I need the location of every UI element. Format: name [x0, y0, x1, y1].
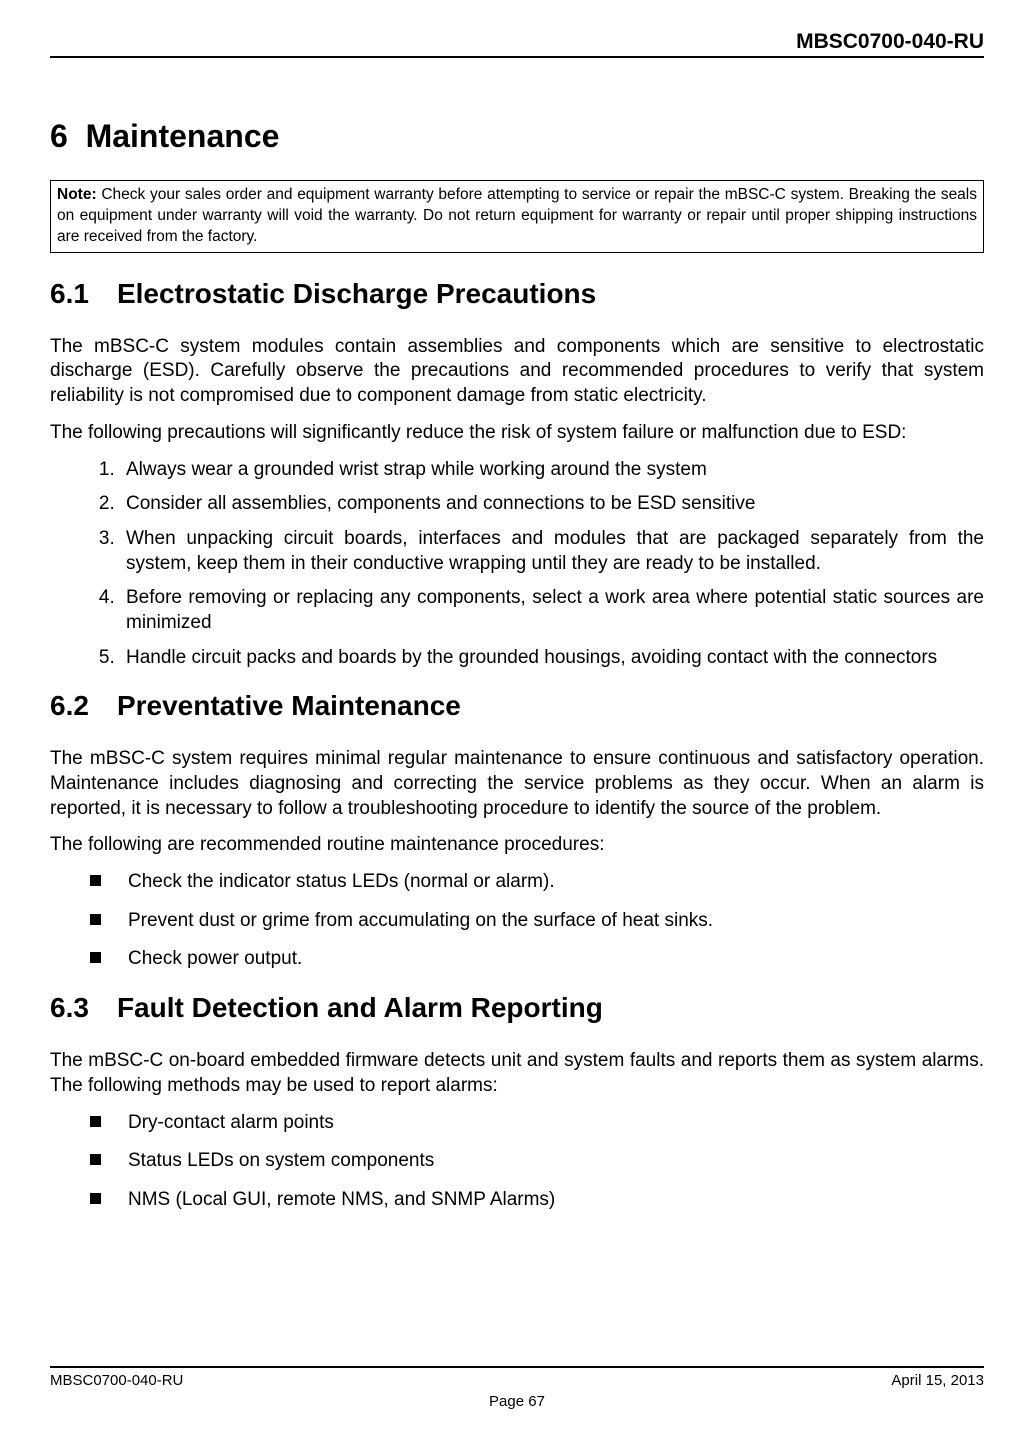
section-6-1-para-1: The mBSC-C system modules contain assemb… — [50, 335, 984, 409]
section-6-3-list: Dry-contact alarm points Status LEDs on … — [50, 1111, 984, 1213]
footer-page-number: Page 67 — [50, 1393, 984, 1410]
section-6-1-heading: 6.1 Electrostatic Discharge Precautions — [50, 278, 984, 310]
list-item: Consider all assemblies, components and … — [120, 492, 984, 517]
list-item: Status LEDs on system components — [90, 1149, 984, 1174]
section-6-1-number: 6.1 — [50, 278, 89, 310]
section-6-3-number: 6.3 — [50, 992, 89, 1024]
section-6-1-list: Always wear a grounded wrist strap while… — [50, 458, 984, 671]
list-item: NMS (Local GUI, remote NMS, and SNMP Ala… — [90, 1188, 984, 1213]
list-item: Handle circuit packs and boards by the g… — [120, 646, 984, 671]
chapter-heading: 6 Maintenance — [50, 118, 984, 155]
list-item: Check power output. — [90, 947, 984, 972]
header-doc-id: MBSC0700-040-RU — [796, 30, 984, 53]
footer-doc-id: MBSC0700-040-RU — [50, 1372, 183, 1389]
chapter-number: 6 — [50, 118, 68, 154]
footer-rule — [50, 1366, 984, 1368]
section-6-3-heading: 6.3 Fault Detection and Alarm Reporting — [50, 992, 984, 1024]
list-item: Always wear a grounded wrist strap while… — [120, 458, 984, 483]
section-6-3-para-1: The mBSC-C on-board embedded firmware de… — [50, 1049, 984, 1098]
list-item: Prevent dust or grime from accumulating … — [90, 909, 984, 934]
page-header: MBSC0700-040-RU — [50, 30, 984, 58]
note-box: Note: Check your sales order and equipme… — [50, 180, 984, 253]
section-6-2-para-2: The following are recommended routine ma… — [50, 833, 984, 858]
page-footer: MBSC0700-040-RU April 15, 2013 Page 67 — [50, 1366, 984, 1410]
list-item: Check the indicator status LEDs (normal … — [90, 870, 984, 895]
document-page: MBSC0700-040-RU 6 Maintenance Note: Chec… — [0, 0, 1034, 1430]
note-label: Note: — [57, 186, 97, 203]
footer-row: MBSC0700-040-RU April 15, 2013 — [50, 1372, 984, 1389]
list-item: Before removing or replacing any compone… — [120, 586, 984, 635]
section-6-2-para-1: The mBSC-C system requires minimal regul… — [50, 747, 984, 821]
section-6-1-title: Electrostatic Discharge Precautions — [117, 278, 596, 309]
list-item: Dry-contact alarm points — [90, 1111, 984, 1136]
footer-date: April 15, 2013 — [891, 1372, 984, 1389]
section-6-2-list: Check the indicator status LEDs (normal … — [50, 870, 984, 972]
section-6-2-number: 6.2 — [50, 690, 89, 722]
section-6-1-para-2: The following precautions will significa… — [50, 421, 984, 446]
chapter-title-text: Maintenance — [86, 118, 280, 154]
list-item: When unpacking circuit boards, interface… — [120, 527, 984, 576]
section-6-3-title: Fault Detection and Alarm Reporting — [117, 992, 603, 1023]
section-6-2-title: Preventative Maintenance — [117, 690, 461, 721]
section-6-2-heading: 6.2 Preventative Maintenance — [50, 690, 984, 722]
note-text: Check your sales order and equipment war… — [57, 186, 977, 245]
